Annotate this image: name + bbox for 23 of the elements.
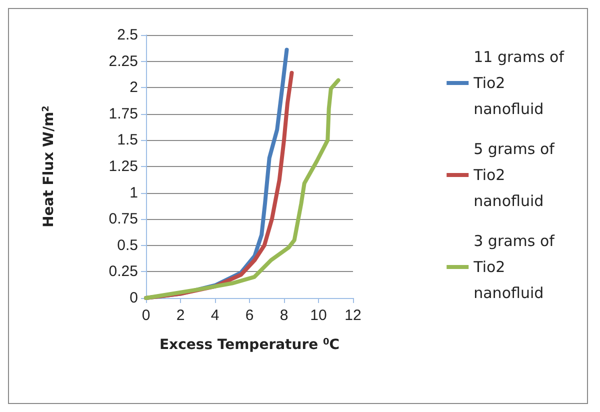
x-tick-label: 4	[210, 307, 220, 324]
y-axis-title: Heat Flux W/m2	[41, 106, 57, 228]
y-tick-label: 1.75	[108, 105, 138, 122]
x-tick-label: 0	[142, 307, 150, 324]
legend-label: 11 grams of Tio2 nanofluid	[472, 48, 565, 118]
legend-label: 5 grams of Tio2 nanofluid	[472, 140, 556, 210]
y-tick-label: 1.5	[117, 132, 138, 149]
x-tick-label: 12	[344, 307, 362, 324]
x-tick-label: 2	[176, 307, 185, 324]
y-tick-label: 2.25	[108, 52, 138, 70]
legend-label: 3 grams of Tio2 nanofluid	[472, 232, 556, 302]
y-tick-label: 0	[130, 290, 138, 306]
y-tick-label: 1.25	[108, 158, 138, 175]
y-tick-label: 2.5	[117, 26, 138, 44]
y-tick-label: 0.5	[117, 236, 138, 254]
x-tick-label: 10	[310, 307, 327, 324]
x-tick-label: 6	[245, 307, 254, 324]
y-tick-label: 0.25	[108, 263, 138, 280]
y-tick-label: 1	[130, 184, 138, 202]
y-tick-label: 0.75	[108, 210, 138, 228]
x-tick-label: 8	[280, 307, 288, 324]
y-tick-label: 2	[130, 79, 138, 96]
line-series	[144, 78, 340, 300]
